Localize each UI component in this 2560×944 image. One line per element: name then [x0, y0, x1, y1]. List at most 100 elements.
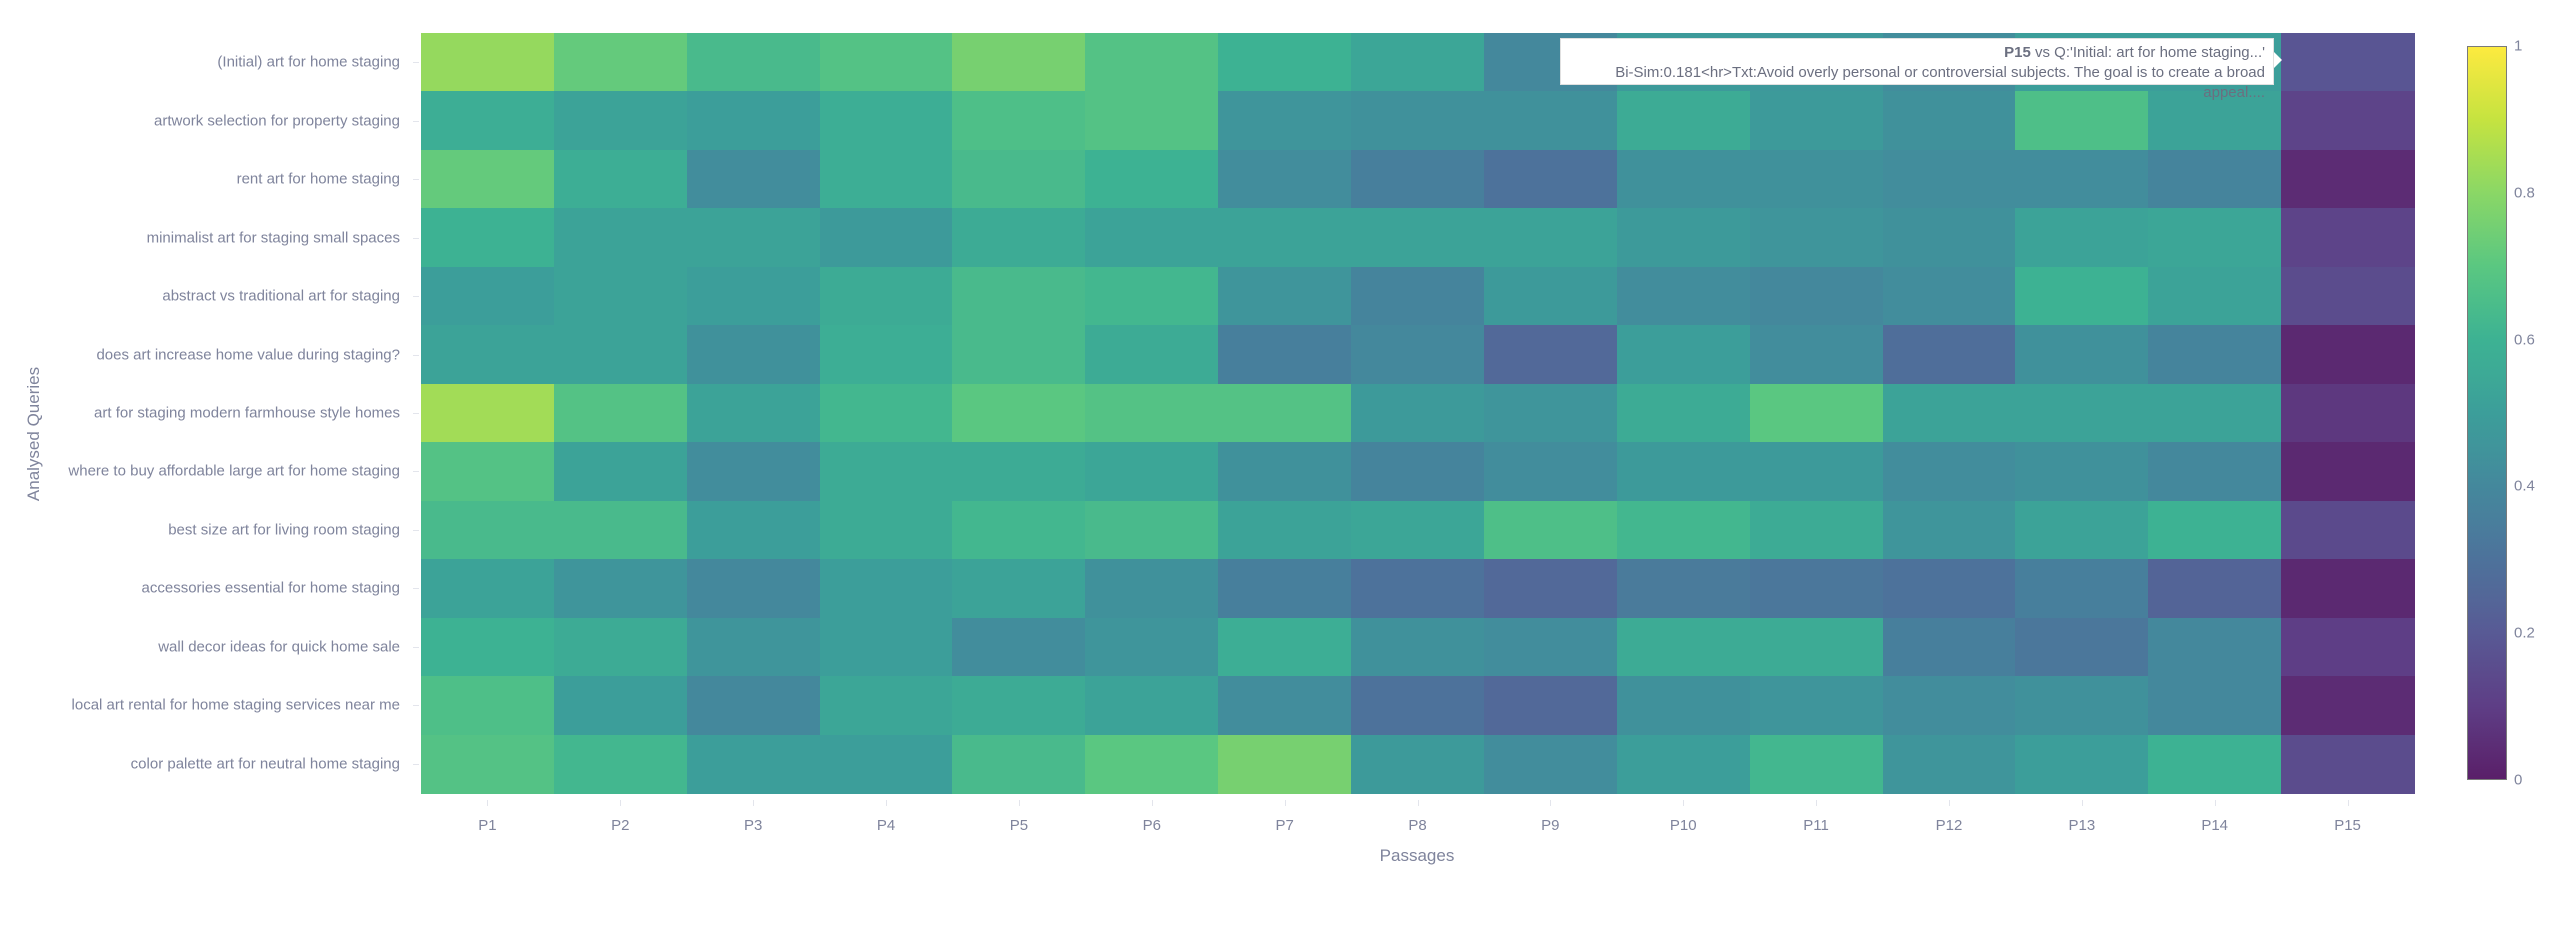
heatmap-cell[interactable] — [1085, 500, 1219, 560]
heatmap-cell[interactable] — [2148, 617, 2282, 677]
heatmap-cell[interactable] — [1882, 149, 2016, 209]
heatmap-cell[interactable] — [1085, 734, 1219, 794]
heatmap-cell[interactable] — [819, 33, 954, 93]
heatmap-cell[interactable] — [1882, 208, 2016, 268]
heatmap-cell[interactable] — [1882, 500, 2016, 560]
heatmap-cell[interactable] — [1351, 676, 1485, 736]
heatmap-cell[interactable] — [686, 734, 821, 794]
heatmap-cell[interactable] — [2015, 91, 2149, 151]
heatmap-cell[interactable] — [819, 500, 954, 560]
heatmap-cell[interactable] — [1616, 91, 1751, 151]
heatmap-cell[interactable] — [553, 33, 688, 93]
heatmap-cell[interactable] — [686, 149, 821, 209]
heatmap-cell[interactable] — [2148, 383, 2282, 443]
heatmap-cell[interactable] — [952, 676, 1086, 736]
heatmap-cell[interactable] — [2281, 559, 2415, 619]
heatmap-cell[interactable] — [952, 383, 1086, 443]
heatmap-cell[interactable] — [952, 91, 1086, 151]
heatmap-cell[interactable] — [819, 91, 954, 151]
heatmap-cell[interactable] — [2015, 617, 2149, 677]
heatmap-cell[interactable] — [1085, 149, 1219, 209]
heatmap-cell[interactable] — [2148, 149, 2282, 209]
heatmap-cell[interactable] — [1749, 91, 1884, 151]
heatmap-cell[interactable] — [819, 734, 954, 794]
heatmap-cell[interactable] — [819, 617, 954, 677]
heatmap-cell[interactable] — [686, 500, 821, 560]
heatmap-cell[interactable] — [952, 559, 1086, 619]
heatmap-cell[interactable] — [1749, 676, 1884, 736]
heatmap-cell[interactable] — [1616, 266, 1751, 326]
heatmap-cell[interactable] — [2148, 676, 2282, 736]
heatmap-cell[interactable] — [819, 383, 954, 443]
heatmap-cell[interactable] — [1351, 500, 1485, 560]
heatmap-cell[interactable] — [2281, 617, 2415, 677]
heatmap-cell[interactable] — [421, 33, 555, 93]
heatmap-cell[interactable] — [1351, 442, 1485, 502]
heatmap-cell[interactable] — [553, 266, 688, 326]
heatmap-cell[interactable] — [1749, 383, 1884, 443]
heatmap-cell[interactable] — [686, 676, 821, 736]
heatmap-cell[interactable] — [2281, 734, 2415, 794]
heatmap-cell[interactable] — [421, 383, 555, 443]
heatmap-cell[interactable] — [2015, 266, 2149, 326]
heatmap-cell[interactable] — [1749, 734, 1884, 794]
heatmap-cell[interactable] — [1616, 617, 1751, 677]
heatmap-cell[interactable] — [952, 734, 1086, 794]
heatmap-cell[interactable] — [1616, 442, 1751, 502]
heatmap-cell[interactable] — [819, 559, 954, 619]
heatmap-cell[interactable] — [1351, 149, 1485, 209]
heatmap-cell[interactable] — [1085, 208, 1219, 268]
heatmap-cell[interactable] — [1882, 442, 2016, 502]
heatmap-cell[interactable] — [2148, 91, 2282, 151]
heatmap-cell[interactable] — [2015, 559, 2149, 619]
heatmap-cell[interactable] — [1616, 734, 1751, 794]
heatmap-cell[interactable] — [2148, 734, 2282, 794]
heatmap-cell[interactable] — [1616, 383, 1751, 443]
heatmap-cell[interactable] — [1749, 500, 1884, 560]
heatmap-cell[interactable] — [1085, 559, 1219, 619]
heatmap-cell[interactable] — [421, 325, 555, 385]
heatmap-cell[interactable] — [952, 149, 1086, 209]
heatmap-cell[interactable] — [819, 325, 954, 385]
heatmap-cell[interactable] — [1085, 617, 1219, 677]
heatmap-cell[interactable] — [1351, 266, 1485, 326]
heatmap-cell[interactable] — [2281, 208, 2415, 268]
heatmap-cell[interactable] — [2281, 383, 2415, 443]
heatmap-cell[interactable] — [1218, 325, 1352, 385]
heatmap-cell[interactable] — [1218, 734, 1352, 794]
heatmap-cell[interactable] — [553, 617, 688, 677]
heatmap-cell[interactable] — [1218, 559, 1352, 619]
heatmap-cell[interactable] — [686, 91, 821, 151]
heatmap-cell[interactable] — [1351, 617, 1485, 677]
heatmap-cell[interactable] — [553, 383, 688, 443]
heatmap-cell[interactable] — [1483, 149, 1618, 209]
heatmap-cell[interactable] — [2281, 266, 2415, 326]
heatmap-cell[interactable] — [819, 149, 954, 209]
heatmap-cell[interactable] — [1483, 676, 1618, 736]
heatmap-cell[interactable] — [1483, 442, 1618, 502]
heatmap-cell[interactable] — [2015, 500, 2149, 560]
heatmap-cell[interactable] — [421, 500, 555, 560]
heatmap-cell[interactable] — [421, 734, 555, 794]
heatmap-cell[interactable] — [952, 617, 1086, 677]
heatmap-cell[interactable] — [1616, 149, 1751, 209]
heatmap-cell[interactable] — [1616, 559, 1751, 619]
heatmap-cell[interactable] — [1218, 442, 1352, 502]
heatmap-cell[interactable] — [421, 208, 555, 268]
heatmap-cell[interactable] — [1218, 266, 1352, 326]
heatmap-cell[interactable] — [2015, 676, 2149, 736]
heatmap-cell[interactable] — [1749, 149, 1884, 209]
heatmap-cell[interactable] — [2015, 325, 2149, 385]
heatmap-cell[interactable] — [686, 208, 821, 268]
heatmap-cell[interactable] — [1483, 383, 1618, 443]
heatmap-cell[interactable] — [2015, 208, 2149, 268]
heatmap-cell[interactable] — [1882, 676, 2016, 736]
heatmap-cell[interactable] — [1085, 383, 1219, 443]
heatmap-cell[interactable] — [1749, 442, 1884, 502]
heatmap-cell[interactable] — [1218, 500, 1352, 560]
heatmap-cell[interactable] — [2015, 383, 2149, 443]
heatmap-cell[interactable] — [686, 442, 821, 502]
heatmap-cell[interactable] — [2281, 149, 2415, 209]
heatmap-cell[interactable] — [2281, 676, 2415, 736]
heatmap-cell[interactable] — [952, 266, 1086, 326]
